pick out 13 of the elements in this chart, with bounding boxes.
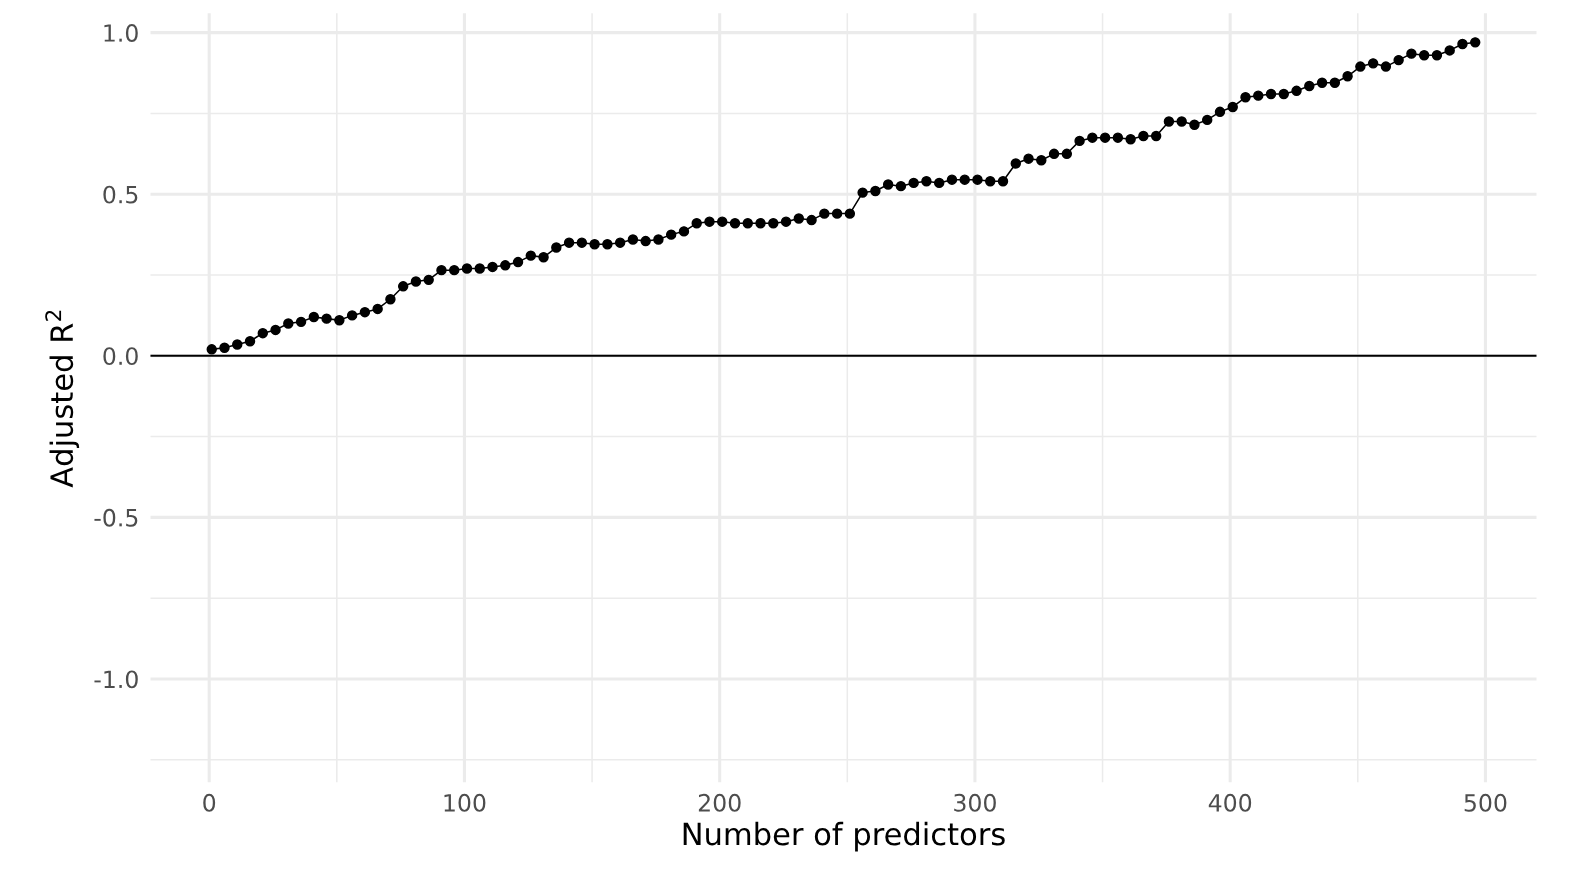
x-tick-label: 0: [203, 793, 216, 812]
y-tick-label: 0.0: [103, 347, 138, 366]
x-tick-label: 100: [444, 793, 486, 812]
x-tick-label: 300: [954, 793, 996, 812]
x-tick-label: 500: [1464, 793, 1507, 812]
y-tick-label: 0.5: [103, 185, 138, 204]
y-tick-label: 1.0: [104, 24, 138, 42]
y-tick-label: -1.0: [94, 670, 138, 689]
x-axis-title: Number of predictors: [683, 821, 1005, 852]
x-tick-label: 400: [1208, 793, 1252, 812]
y-axis-title: Adjusted R$^{2}$: [45, 310, 80, 488]
y-tick-label: -0.5: [94, 508, 138, 527]
x-tick-label: 200: [698, 793, 741, 812]
